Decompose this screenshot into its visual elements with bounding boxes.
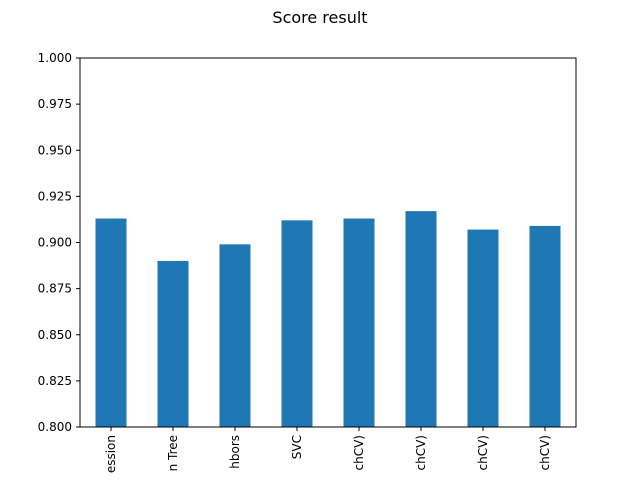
bar	[343, 218, 375, 427]
x-tick-label: chCV)	[414, 435, 428, 470]
bar	[467, 229, 499, 427]
bar	[529, 225, 561, 427]
x-tick-label: SVC	[290, 435, 304, 459]
bar	[157, 260, 189, 427]
y-tick-label: 0.925	[38, 189, 72, 203]
x-tick-label: chCV)	[538, 435, 552, 470]
x-tick-label: chCV)	[352, 435, 366, 470]
x-tick-label: n Tree	[166, 435, 180, 471]
x-tick-label: hbors	[228, 435, 242, 469]
y-tick-label: 0.825	[38, 374, 72, 388]
y-axis: 0.800 0.825 0.850 0.875 0.900 0.925 0.950 0.975…	[38, 51, 80, 434]
y-tick-label: 0.850	[38, 328, 72, 342]
x-tick-label: chCV)	[476, 435, 490, 470]
chart-title: Score result	[272, 8, 367, 27]
y-tick-label: 0.975	[38, 97, 72, 111]
y-tick-label: 0.800	[38, 420, 72, 434]
x-tick-label: ession	[104, 435, 118, 473]
bars-layer	[95, 211, 561, 427]
y-tick-label: 0.950	[38, 143, 72, 157]
bar	[95, 218, 127, 427]
y-tick-label: 0.900	[38, 236, 72, 250]
bar	[281, 220, 313, 427]
bar	[219, 244, 251, 427]
plot-frame	[79, 57, 577, 428]
bar	[405, 211, 437, 427]
x-axis: ession n Tree hbors SVC chCV) chCV) chCV) chCV)	[104, 427, 552, 473]
y-tick-label: 1.000	[38, 51, 72, 65]
y-tick-label: 0.875	[38, 282, 72, 296]
